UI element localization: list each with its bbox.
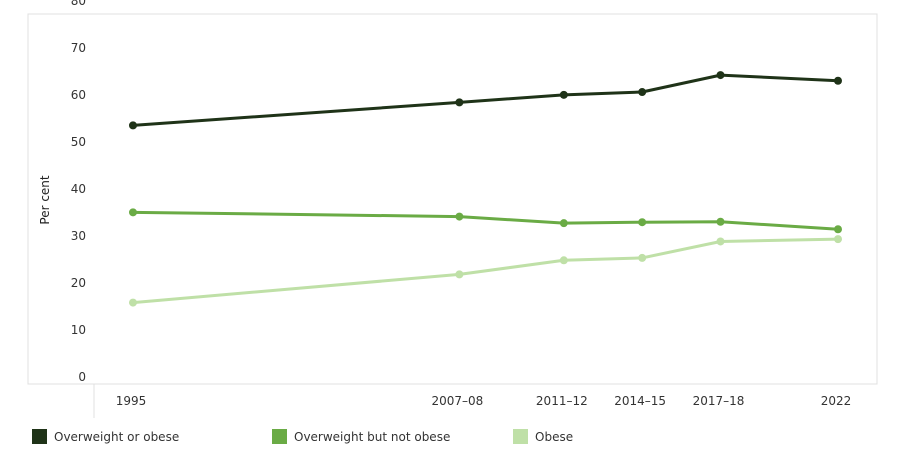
- y-tick-label: 0: [78, 370, 86, 384]
- legend-swatch: [513, 429, 528, 444]
- legend: Overweight or obese Overweight but not o…: [0, 429, 904, 449]
- data-point[interactable]: [834, 76, 842, 85]
- legend-label: Overweight or obese: [54, 429, 180, 444]
- y-tick-label: 80: [71, 0, 86, 8]
- x-tick-label: 2011–12: [536, 394, 588, 408]
- legend-item-obese[interactable]: Obese: [513, 429, 573, 444]
- data-point[interactable]: [834, 225, 842, 234]
- y-tick-label: 10: [71, 323, 86, 337]
- y-axis-label: Per cent: [38, 175, 52, 225]
- data-point[interactable]: [638, 88, 647, 97]
- data-point[interactable]: [455, 98, 464, 107]
- x-tick-label: 2022: [821, 394, 852, 408]
- x-tick-label: 2017–18: [693, 394, 745, 408]
- legend-item-overweight-or-obese[interactable]: Overweight or obese: [32, 429, 179, 444]
- y-tick-labels: 0 10 20 30 40 50 60 70 80: [71, 0, 86, 384]
- data-point[interactable]: [455, 270, 464, 279]
- data-point[interactable]: [716, 71, 725, 80]
- x-tick-label: 2014–15: [614, 394, 666, 408]
- y-tick-label: 20: [71, 276, 86, 290]
- plot-area: [27, 13, 878, 385]
- data-point[interactable]: [455, 212, 464, 221]
- legend-item-overweight-but-not-obese[interactable]: Overweight but not obese: [272, 429, 450, 444]
- data-point[interactable]: [129, 121, 137, 130]
- y-tick-label: 60: [71, 88, 86, 102]
- data-point[interactable]: [559, 219, 568, 228]
- y-tick-label: 70: [71, 41, 86, 55]
- x-tick-label: 1995: [116, 394, 147, 408]
- data-point[interactable]: [716, 217, 725, 226]
- data-point[interactable]: [559, 256, 568, 265]
- line-chart: Per cent 0 10 20 30 40 50 60 70 80 1995 2007–08 20…: [27, 0, 878, 418]
- legend-label: Obese: [535, 429, 574, 444]
- series-line-1: [132, 210, 839, 231]
- data-point[interactable]: [716, 237, 725, 246]
- series-line-2: [132, 237, 839, 305]
- x-tick-label: 2007–08: [431, 394, 483, 408]
- series-line-0: [132, 73, 839, 127]
- y-tick-label: 50: [71, 135, 86, 149]
- data-point[interactable]: [559, 90, 568, 99]
- data-point[interactable]: [129, 208, 137, 217]
- legend-swatch: [272, 429, 287, 444]
- data-point[interactable]: [834, 235, 842, 244]
- x-tick-labels: 1995 2007–08 2011–12 2014–15 2017–18 2022: [116, 394, 852, 408]
- series-group: [129, 71, 842, 307]
- y-tick-label: 40: [71, 182, 86, 196]
- y-tick-label: 30: [71, 229, 86, 243]
- legend-label: Overweight but not obese: [294, 429, 451, 444]
- data-point[interactable]: [638, 218, 647, 227]
- legend-swatch: [32, 429, 47, 444]
- data-point[interactable]: [638, 253, 647, 262]
- data-point[interactable]: [129, 298, 137, 307]
